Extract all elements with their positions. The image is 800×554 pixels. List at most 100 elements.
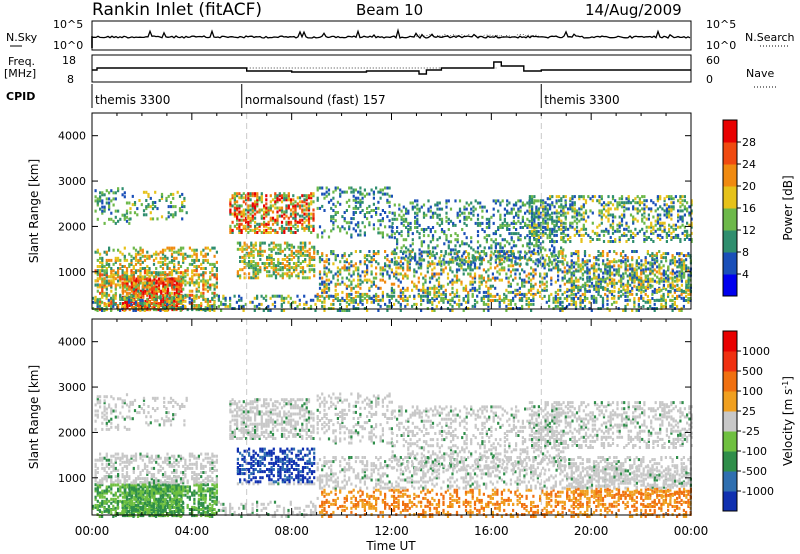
data-cell [416,230,419,234]
data-cell [526,217,529,221]
data-cell [206,260,209,264]
data-cell [577,297,580,300]
data-cell [651,271,654,275]
data-cell [195,273,198,277]
data-cell [290,245,293,249]
data-cell [161,260,165,264]
data-cell [195,254,198,258]
data-cell [548,256,551,260]
data-cell [620,213,624,217]
data-cell [574,292,578,296]
data-cell [357,274,360,278]
data-cell [482,276,485,280]
data-cell [651,292,654,296]
data-cell [494,266,497,270]
data-cell [384,256,387,260]
data-cell [112,273,115,277]
data-cell [592,284,596,288]
data-cell [181,192,184,196]
data-cell [357,221,360,225]
data-cell [655,254,658,258]
data-cell [204,287,207,291]
data-cell [191,248,194,252]
data-cell [215,260,218,264]
data-cell [479,244,482,248]
data-cell [592,262,596,266]
data-cell [345,294,348,298]
data-cell [431,274,434,278]
data-cell [533,223,536,227]
data-cell [635,261,638,265]
data-cell [276,231,279,234]
data-cell [470,246,473,250]
data-cell [245,194,248,198]
data-cell [549,205,552,209]
data-cell [562,221,565,225]
data-cell [390,290,393,294]
data-cell [557,266,560,270]
data-cell [274,274,278,278]
data-cell [386,198,389,202]
data-cell [437,290,441,294]
data-cell [498,297,501,300]
data-cell [195,269,198,273]
data-cell [397,266,400,270]
data-cell [658,250,661,253]
data-cell [420,258,423,262]
data-cell [357,272,360,276]
data-cell [101,199,104,203]
data-cell [384,262,387,266]
data-cell [551,219,554,223]
data-cell [245,208,248,212]
data-cell [473,299,477,302]
data-cell [161,287,165,291]
data-cell [494,299,497,302]
data-cell [148,254,151,258]
data-cell [238,228,241,232]
data-cell [339,202,342,206]
data-cell [146,265,149,268]
data-cell [508,223,511,227]
data-cell [372,258,375,262]
data-cell [261,253,264,257]
data-cell [627,195,630,199]
data-cell [270,258,273,261]
data-cell [653,261,656,265]
data-cell [188,281,191,285]
data-cell [464,268,468,272]
data-cell [686,201,689,205]
data-cell [546,221,549,225]
data-cell [402,256,405,260]
data-cell [523,270,526,274]
data-cell [563,258,566,262]
data-cell [660,279,663,283]
data-cell [363,213,366,216]
data-cell [590,281,594,285]
data-cell [631,292,634,296]
data-cell [658,289,661,293]
data-cell [437,282,441,286]
data-cell [370,256,373,260]
data-cell [590,284,593,288]
data-cell [263,216,266,220]
data-cell [503,207,506,211]
data-cell [341,299,344,302]
data-cell [119,275,122,279]
data-cell [435,290,438,294]
data-cell [139,289,143,293]
data-cell [184,252,187,256]
data-cell [488,223,491,227]
data-cell [386,200,389,204]
data-cell [307,212,311,216]
data-cell [476,288,479,292]
data-cell [298,218,302,222]
data-cell [663,221,666,225]
data-cell [510,211,513,215]
data-cell [402,286,405,290]
data-cell [134,271,138,275]
data-cell [563,297,566,300]
data-cell [642,268,645,272]
data-cell [583,260,587,264]
data-cell [354,223,357,227]
data-cell [179,283,183,287]
